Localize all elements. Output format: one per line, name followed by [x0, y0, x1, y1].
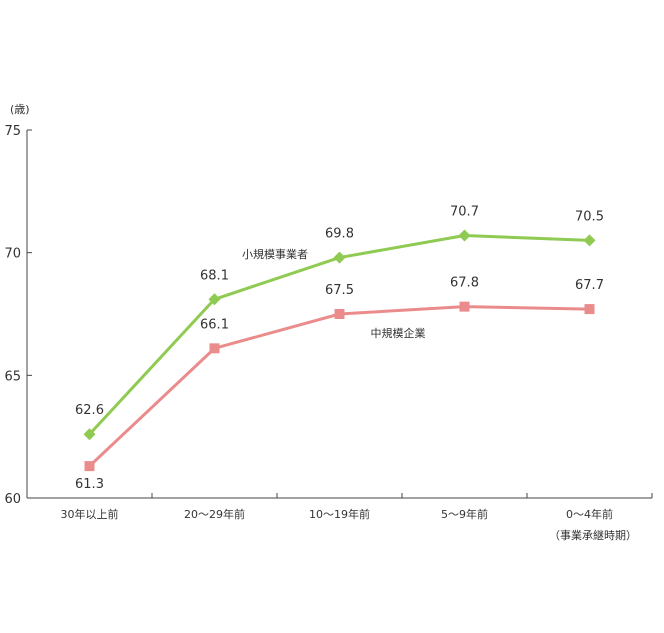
x-tick-label: 0～4年前 [566, 507, 613, 521]
data-label: 61.3 [75, 477, 104, 492]
data-label: 69.8 [325, 227, 354, 242]
data-point-square [584, 304, 595, 315]
data-point-diamond [583, 234, 596, 247]
data-point-square [459, 301, 470, 312]
y-tick-label: 75 [4, 124, 21, 139]
y-tick-label: 70 [4, 247, 21, 262]
data-label: 66.1 [200, 317, 229, 332]
data-label: 67.7 [575, 278, 604, 293]
data-label: 70.7 [450, 204, 479, 219]
data-point-diamond [333, 251, 346, 264]
data-point-square [334, 309, 345, 319]
series-line [88, 305, 590, 468]
x-axis-ticks: 30年以上前 20～29年前 10～19年前 5～9年前 0～4年前 [61, 493, 653, 521]
plot-area: 62.6 68.1 69.8 70.7 70.5 61.3 66.1 67.5 67.8 67.7… [75, 204, 604, 492]
y-axis-ticks: 60 65 70 75 [4, 124, 32, 507]
x-tick-label: 20～29年前 [184, 507, 245, 521]
data-point-diamond [458, 229, 471, 242]
y-axis-unit-label: (歳) [10, 103, 30, 116]
data-label: 68.1 [200, 268, 229, 283]
data-point-diamond [83, 428, 96, 441]
x-axis-note: （事業承継時期） [549, 528, 637, 542]
data-point-diamond [208, 293, 221, 306]
x-tick-label: 30年以上前 [61, 507, 119, 521]
x-tick-label: 5～9年前 [441, 507, 488, 521]
data-point-square [209, 343, 220, 354]
data-label: 67.5 [325, 283, 354, 298]
series-medium-enterprise: 61.3 66.1 67.5 67.8 67.7 [75, 276, 604, 492]
y-tick-label: 65 [4, 369, 21, 384]
data-label: 62.6 [75, 403, 104, 418]
series-name-label: 小規模事業者 [242, 247, 308, 261]
y-tick-label: 60 [4, 492, 21, 507]
data-label: 67.8 [450, 276, 479, 291]
x-tick-label: 10～19年前 [309, 507, 370, 521]
series-line [88, 233, 590, 436]
data-label: 70.5 [575, 209, 604, 224]
series-name-label: 中規模企業 [371, 326, 426, 340]
series-small-business: 62.6 68.1 69.8 70.7 70.5 [75, 204, 604, 441]
data-point-square [84, 461, 95, 472]
